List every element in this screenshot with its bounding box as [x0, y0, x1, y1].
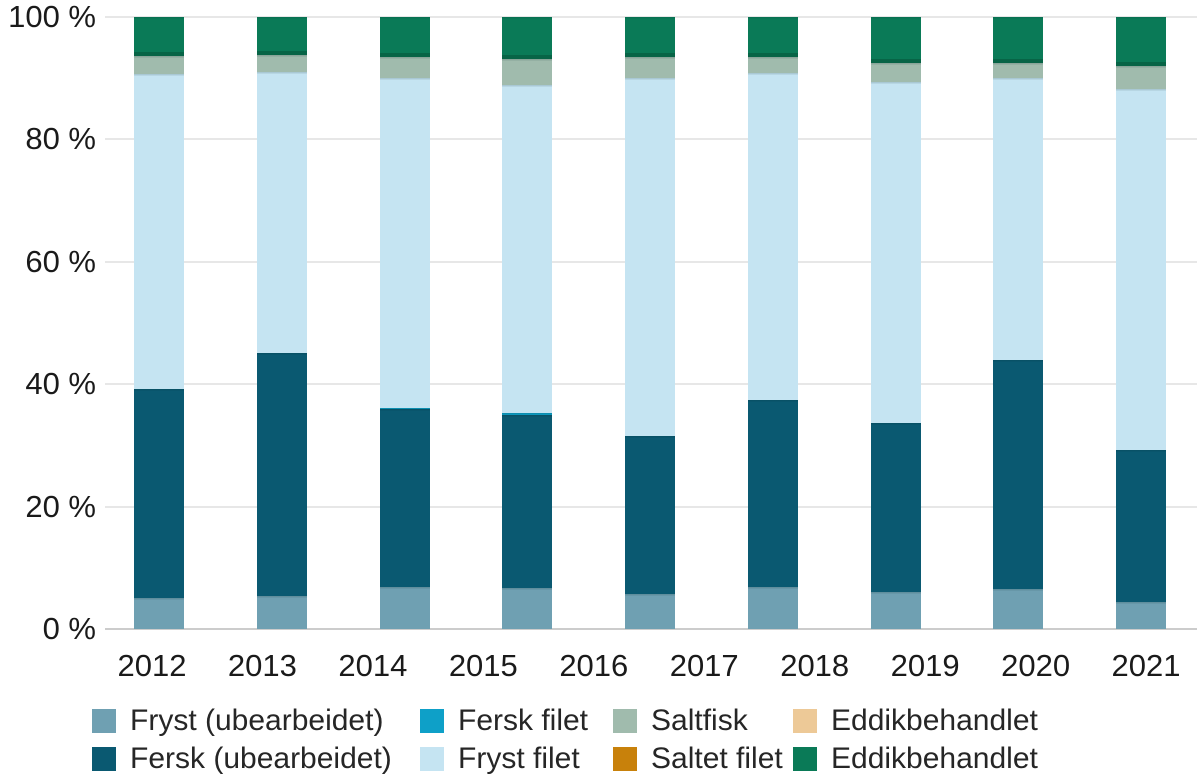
- bar-segment-fersk-filet: [502, 413, 553, 415]
- bar-segment-fersk-ubearbeidet: [1116, 450, 1166, 603]
- legend-item: Fersk filet: [420, 704, 588, 738]
- bar-segment-fryst-filet: [993, 78, 1044, 360]
- bar-segment-eddikbehandlet: [625, 17, 675, 57]
- legend-item: Saltfisk: [613, 704, 748, 738]
- bar-segment-saltfisk: [256, 55, 307, 73]
- y-axis-tick-label: 20 %: [25, 488, 96, 524]
- bar-segment-eddikbehandlet: [870, 17, 921, 63]
- bar-segment-fryst-ubearbeidet: [502, 588, 553, 629]
- y-axis-tick-label: 60 %: [25, 243, 96, 279]
- legend-item: Eddikbehandlet: [793, 704, 1038, 738]
- gridline: [105, 16, 1197, 18]
- bar-segment-fryst-ubearbeidet: [625, 594, 675, 629]
- bar-segment-saltfisk: [993, 62, 1044, 79]
- bar-segment-saltfisk: [502, 59, 553, 85]
- bar-column: [993, 17, 1044, 629]
- bar-segment-fryst-filet: [256, 72, 307, 353]
- bar-segment-fryst-filet: [134, 73, 184, 390]
- legend-swatch-icon: [420, 747, 444, 771]
- bar-segment-fersk-ubearbeidet: [625, 435, 675, 595]
- x-axis-tick-label: 2019: [890, 648, 960, 683]
- legend-swatch-icon: [92, 709, 116, 733]
- x-axis-tick-label: 2017: [669, 648, 739, 683]
- legend-item: Saltet filet: [613, 742, 783, 776]
- bar-segment-fersk-ubearbeidet: [993, 359, 1044, 589]
- bar-segment-saltfisk: [870, 62, 921, 82]
- bar-column: [256, 17, 307, 629]
- bar-segment-fryst-ubearbeidet: [747, 586, 798, 629]
- bar-segment-saltfisk: [1116, 65, 1166, 90]
- bar-segment-fersk-ubearbeidet: [134, 389, 184, 599]
- legend-label: Fersk (ubearbeidet): [130, 742, 392, 775]
- x-axis-tick-label: 2014: [338, 648, 408, 683]
- legend-item: Fryst filet: [420, 742, 580, 776]
- bar-segment-eddikbehandlet: [747, 17, 798, 57]
- bar-column: [1116, 17, 1166, 629]
- bar-segment-fryst-ubearbeidet: [870, 592, 921, 629]
- legend-swatch-icon: [613, 747, 637, 771]
- legend-item: Eddikbehandlet: [793, 742, 1038, 776]
- bar-segment-fersk-ubearbeidet: [256, 353, 307, 596]
- bar-segment-fryst-ubearbeidet: [1116, 602, 1166, 629]
- bar-column: [502, 17, 553, 629]
- gridline: [105, 628, 1197, 630]
- bar-segment-saltfisk: [747, 56, 798, 73]
- bar-segment-saltfisk: [134, 56, 184, 74]
- bar-segment-fersk-ubearbeidet: [502, 414, 553, 588]
- y-axis-tick-label: 100 %: [8, 0, 96, 34]
- bar-segment-saltfisk: [625, 56, 675, 78]
- bar-column: [134, 17, 184, 629]
- legend-swatch-icon: [793, 709, 817, 733]
- x-axis-tick-label: 2016: [559, 648, 629, 683]
- bar-segment-eddikbehandlet: [993, 17, 1044, 63]
- legend-swatch-icon: [92, 747, 116, 771]
- bar-segment-fryst-ubearbeidet: [993, 588, 1044, 629]
- x-axis-tick-label: 2012: [117, 648, 187, 683]
- bar-segment-fryst-ubearbeidet: [379, 586, 430, 629]
- bar-segment-fryst-filet: [747, 72, 798, 401]
- bar-segment-eddikbehandlet: [256, 17, 307, 55]
- bar-segment-eddikbehandlet: [1116, 17, 1166, 66]
- legend-label: Fersk filet: [458, 704, 589, 737]
- legend-swatch-icon: [613, 709, 637, 733]
- bar-column: [747, 17, 798, 629]
- x-axis-tick-label: 2013: [227, 648, 297, 683]
- bar-segment-fersk-filet: [379, 407, 430, 410]
- legend-swatch-icon: [420, 709, 444, 733]
- bar-column: [379, 17, 430, 629]
- bar-segment-fersk-ubearbeidet: [747, 400, 798, 587]
- bar-segment-fryst-filet: [1116, 89, 1166, 451]
- legend-item: Fersk (ubearbeidet): [92, 742, 392, 776]
- bar-segment-fryst-ubearbeidet: [256, 596, 307, 629]
- legend-label: Eddikbehandlet: [831, 742, 1038, 775]
- bar-segment-eddikbehandlet: [379, 17, 430, 57]
- bar-segment-eddikbehandlet: [134, 17, 184, 57]
- bar-column: [870, 17, 921, 629]
- legend-label: Saltet filet: [651, 742, 783, 775]
- bar-segment-eddikbehandlet: [502, 17, 553, 60]
- x-axis-tick-label: 2021: [1111, 648, 1181, 683]
- bar-segment-fryst-ubearbeidet: [134, 598, 184, 629]
- legend-item: Fryst (ubearbeidet): [92, 704, 383, 738]
- bar-segment-fryst-filet: [379, 78, 430, 408]
- bar-segment-fryst-filet: [870, 81, 921, 424]
- legend-label: Fryst (ubearbeidet): [130, 704, 384, 737]
- bar-segment-fersk-ubearbeidet: [379, 409, 430, 587]
- legend-label: Eddikbehandlet: [831, 704, 1038, 737]
- x-axis-tick-label: 2020: [1001, 648, 1071, 683]
- legend-swatch-icon: [793, 747, 817, 771]
- bar-column: [625, 17, 675, 629]
- bar-segment-fryst-filet: [502, 85, 553, 413]
- x-axis-tick-label: 2018: [780, 648, 850, 683]
- x-axis-tick-label: 2015: [448, 648, 518, 683]
- y-axis-tick-label: 40 %: [25, 366, 96, 402]
- y-axis-tick-label: 80 %: [25, 121, 96, 157]
- y-axis-tick-label: 0 %: [42, 611, 96, 646]
- legend-label: Saltfisk: [651, 704, 748, 737]
- bar-segment-saltfisk: [379, 56, 430, 79]
- legend-label: Fryst filet: [458, 742, 580, 775]
- bar-segment-fryst-filet: [625, 77, 675, 436]
- bar-segment-fersk-ubearbeidet: [870, 423, 921, 593]
